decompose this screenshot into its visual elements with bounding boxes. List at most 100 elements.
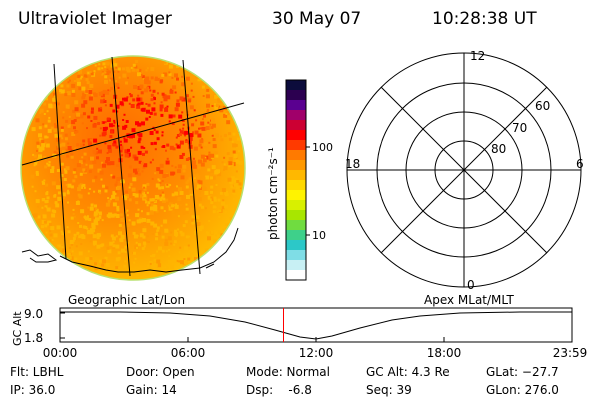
emission-pixel xyxy=(98,144,103,149)
emission-pixel xyxy=(227,99,232,103)
emission-pixel xyxy=(211,134,214,137)
emission-pixel xyxy=(125,81,128,85)
emission-pixel xyxy=(191,215,195,219)
emission-pixel xyxy=(142,228,147,233)
emission-pixel xyxy=(217,172,222,177)
emission-pixel xyxy=(176,169,181,174)
emission-pixel xyxy=(210,176,213,180)
polar-labels: 12 18 6 0 60 70 80 xyxy=(345,49,584,292)
emission-pixel xyxy=(155,237,158,241)
emission-pixel xyxy=(153,128,156,131)
emission-pixel xyxy=(186,179,190,183)
emission-pixel xyxy=(177,164,182,169)
emission-pixel xyxy=(70,71,73,73)
emission-pixel xyxy=(127,241,130,244)
emission-pixel xyxy=(126,96,129,99)
emission-pixel xyxy=(160,101,163,104)
emission-pixel xyxy=(199,228,203,232)
emission-pixel xyxy=(165,160,170,165)
emission-pixel xyxy=(201,126,206,131)
emission-pixel xyxy=(179,191,184,195)
emission-pixel xyxy=(172,259,174,262)
emission-pixel xyxy=(162,145,166,148)
emission-pixel xyxy=(151,203,156,208)
emission-pixel xyxy=(110,130,114,134)
emission-pixel xyxy=(65,104,70,109)
emission-pixel xyxy=(206,231,208,234)
emission-pixel xyxy=(146,218,151,223)
emission-pixel xyxy=(234,178,238,182)
emission-pixel xyxy=(166,157,169,160)
emission-pixel xyxy=(77,62,80,64)
emission-pixel xyxy=(130,146,133,149)
emission-pixel xyxy=(87,115,91,119)
emission-pixel xyxy=(106,246,110,250)
emission-pixel xyxy=(153,258,157,262)
emission-pixel xyxy=(239,259,243,263)
emission-pixel xyxy=(51,104,56,109)
emission-pixel xyxy=(182,123,185,126)
timeline-x-tick-2359: 23:59 xyxy=(553,346,588,360)
emission-pixel xyxy=(36,239,41,244)
emission-pixel xyxy=(123,113,126,116)
emission-pixel xyxy=(135,60,138,63)
emission-pixel xyxy=(234,143,238,147)
emission-pixel xyxy=(161,73,165,77)
emission-pixel xyxy=(138,137,142,141)
emission-pixel xyxy=(136,103,139,106)
emission-pixel xyxy=(196,175,201,180)
emission-pixel xyxy=(39,94,43,99)
emission-pixel xyxy=(101,73,104,76)
emission-pixel xyxy=(160,113,164,117)
emission-pixel xyxy=(215,154,219,158)
emission-pixel xyxy=(98,259,102,263)
emission-pixel xyxy=(43,113,46,115)
emission-pixel xyxy=(132,193,136,196)
emission-pixel xyxy=(60,174,64,177)
emission-pixel xyxy=(170,242,173,245)
emission-pixel xyxy=(200,108,203,111)
emission-pixel xyxy=(171,193,175,197)
emission-pixel xyxy=(196,187,199,190)
emission-pixel xyxy=(213,198,217,202)
emission-pixel xyxy=(112,241,115,244)
emission-pixel xyxy=(41,143,46,148)
emission-pixel xyxy=(57,196,62,201)
emission-pixel xyxy=(161,131,164,134)
emission-pixel xyxy=(192,95,195,98)
timeline-y-tick-high: 9.0 xyxy=(24,307,43,321)
emission-pixel xyxy=(137,102,141,106)
emission-pixel xyxy=(214,269,217,272)
emission-pixel xyxy=(154,78,158,81)
emission-pixel xyxy=(234,108,238,112)
emission-pixel xyxy=(82,112,86,116)
emission-pixel xyxy=(115,83,120,88)
emission-pixel xyxy=(35,270,40,275)
emission-pixel xyxy=(116,208,120,212)
emission-pixel xyxy=(158,179,161,182)
emission-pixel xyxy=(90,72,94,76)
emission-pixel xyxy=(161,180,164,183)
emission-pixel xyxy=(35,118,40,123)
emission-pixel xyxy=(132,98,136,102)
emission-pixel xyxy=(60,78,63,81)
emission-pixel xyxy=(227,65,232,69)
emission-pixel xyxy=(165,229,169,233)
emission-pixel xyxy=(88,218,92,221)
emission-pixel xyxy=(159,104,164,109)
emission-pixel xyxy=(239,185,242,188)
emission-pixel xyxy=(162,197,166,201)
emission-pixel xyxy=(114,183,118,187)
emission-pixel xyxy=(188,137,193,141)
emission-pixel xyxy=(113,60,116,64)
emission-pixel xyxy=(170,88,173,91)
emission-pixel xyxy=(225,85,230,90)
emission-pixel xyxy=(230,161,233,164)
emission-pixel xyxy=(149,198,153,202)
emission-pixel xyxy=(195,62,200,67)
emission-pixel xyxy=(188,255,192,259)
emission-pixel xyxy=(80,271,84,275)
emission-pixel xyxy=(82,92,87,97)
emission-pixel xyxy=(203,270,208,275)
color-bar-segment xyxy=(286,200,306,211)
